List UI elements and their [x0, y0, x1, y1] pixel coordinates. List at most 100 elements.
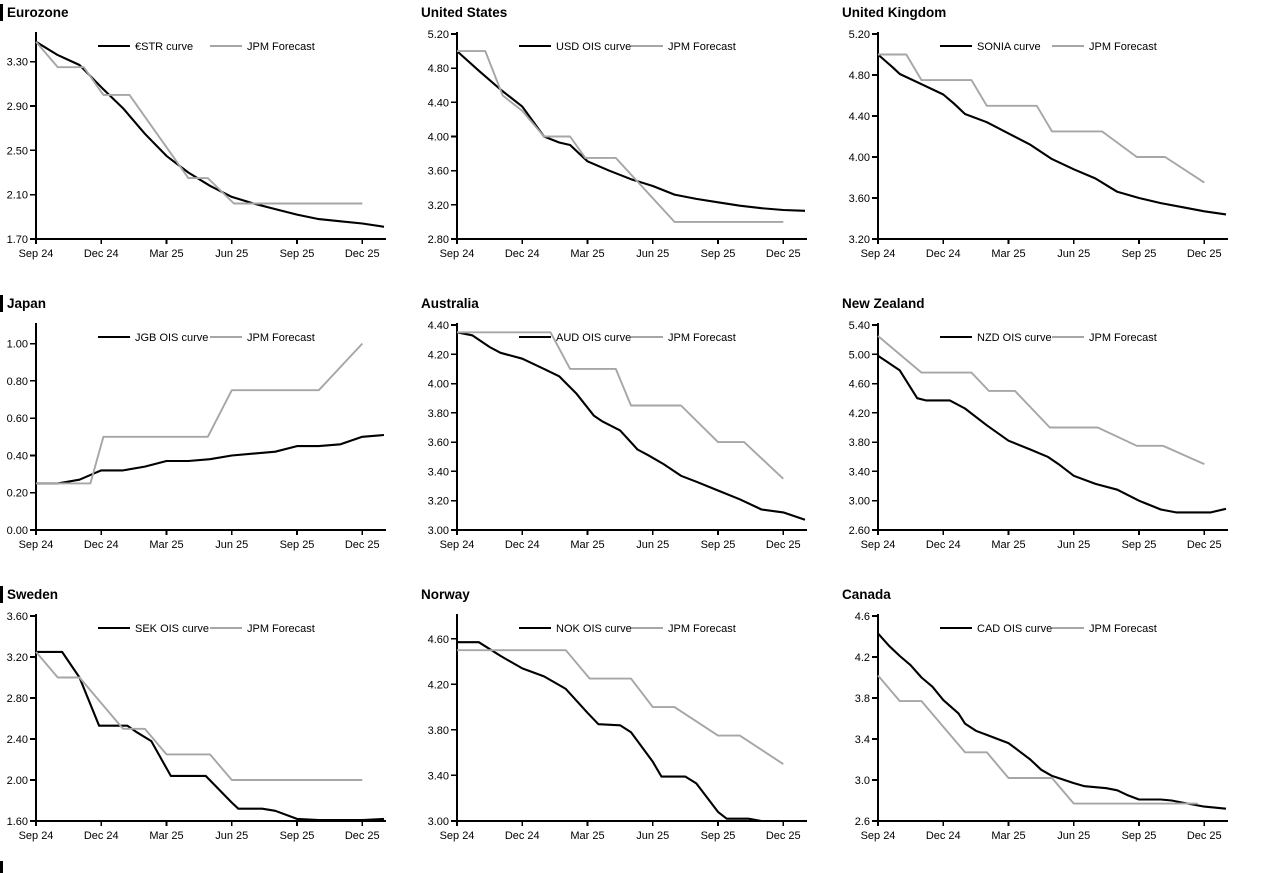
x-tick-label: Jun 25 — [215, 248, 248, 260]
chart-plot-new-zealand: 5.40 5.00 4.60 4.20 3.80 3.40 3.00 2.60 Sep 24 De… — [849, 320, 1228, 551]
chart-cell-eurozone: Eurozone 3.30 2.90 2.50 2.10 1.70 Sep 24 Dec 24… — [0, 0, 421, 291]
chart-title: New Zealand — [842, 295, 925, 311]
chart-title: United States — [421, 4, 508, 20]
series-line-jpm-forecast — [457, 50, 784, 223]
x-tick-label: Dec 24 — [926, 830, 961, 842]
x-tick-label: Dec 25 — [1187, 248, 1222, 260]
x-tick-label: Sep 25 — [701, 539, 736, 551]
chart-title: Sweden — [7, 586, 59, 602]
x-tick-label: Mar 25 — [149, 539, 183, 551]
legend-label: CAD OIS curve — [977, 623, 1052, 635]
x-tick-label: Sep 24 — [440, 830, 475, 842]
y-tick-label: 5.20 — [428, 29, 449, 41]
y-tick-label: 3.40 — [428, 770, 449, 782]
x-tick-label: Mar 25 — [991, 830, 1025, 842]
x-tick-label: Sep 25 — [1122, 539, 1157, 551]
y-tick-label: 3.60 — [428, 166, 449, 178]
x-tick-label: Sep 24 — [19, 248, 54, 260]
chart-cell-australia: Australia 4.40 4.20 4.00 3.80 3.60 3.40 3.20 3.0… — [421, 291, 842, 582]
x-tick-label: Mar 25 — [991, 539, 1025, 551]
chart-plot-australia: 4.40 4.20 4.00 3.80 3.60 3.40 3.20 3.00 Sep 24 De… — [428, 320, 807, 551]
series-line-sonia-curve — [877, 53, 1227, 216]
y-tick-label: 0.20 — [7, 488, 28, 500]
x-tick-label: Dec 24 — [505, 539, 540, 551]
y-tick-label: 5.40 — [849, 320, 870, 332]
y-tick-label: 0.40 — [7, 450, 28, 462]
series-line-jpm-forecast — [877, 674, 1198, 805]
y-tick-label: 3.80 — [428, 725, 449, 737]
y-tick-label: 2.90 — [7, 101, 28, 113]
y-tick-label: 1.00 — [7, 339, 28, 351]
y-tick-label: 3.80 — [428, 408, 449, 420]
y-tick-label: 3.60 — [428, 437, 449, 449]
y-tick-label: 5.00 — [849, 349, 870, 361]
section-marker-bar — [0, 3, 3, 21]
x-tick-label: Dec 25 — [1187, 539, 1222, 551]
legend-label: €STR curve — [135, 41, 193, 53]
chart-plot-sweden: 3.60 3.20 2.80 2.40 2.00 1.60 Sep 24 Dec 24 Mar … — [7, 611, 386, 842]
y-tick-label: 2.80 — [7, 693, 28, 705]
y-tick-label: 1.60 — [7, 816, 28, 828]
y-tick-label: 3.0 — [855, 775, 870, 787]
y-tick-label: 2.80 — [428, 234, 449, 246]
legend-label: JPM Forecast — [668, 41, 736, 53]
x-tick-label: Dec 25 — [345, 248, 380, 260]
y-tick-label: 4.2 — [855, 652, 870, 664]
chart-plot-eurozone: 3.30 2.90 2.50 2.10 1.70 Sep 24 Dec 24 Mar 25 Ju… — [7, 32, 386, 260]
y-tick-label: 4.40 — [428, 320, 449, 332]
y-tick-label: 3.30 — [7, 57, 28, 69]
chart-plot-canada: 4.6 4.2 3.8 3.4 3.0 2.6 Sep 24 Dec 24 Mar 25 Jun … — [855, 611, 1228, 842]
y-tick-label: 3.8 — [855, 693, 870, 705]
x-tick-label: Sep 24 — [440, 539, 475, 551]
x-tick-label: Dec 25 — [345, 830, 380, 842]
x-tick-label: Dec 25 — [1187, 830, 1222, 842]
series-line-jpm-forecast — [457, 649, 784, 765]
x-tick-label: Sep 25 — [701, 830, 736, 842]
x-tick-label: Dec 25 — [766, 830, 801, 842]
series-line-jpm-forecast — [35, 41, 363, 205]
x-tick-label: Jun 25 — [1057, 830, 1090, 842]
x-tick-label: Sep 24 — [861, 248, 896, 260]
y-tick-label: 4.60 — [428, 634, 449, 646]
x-tick-label: Jun 25 — [1057, 539, 1090, 551]
chart-title: Norway — [421, 586, 470, 602]
y-tick-label: 2.10 — [7, 190, 28, 202]
y-tick-label: 4.80 — [849, 70, 870, 82]
page-edge-marker — [0, 861, 3, 873]
legend-label: SONIA curve — [977, 41, 1041, 53]
x-tick-label: Jun 25 — [636, 539, 669, 551]
legend-label: JPM Forecast — [247, 332, 315, 344]
x-tick-label: Jun 25 — [636, 830, 669, 842]
series-line-aud-ois-curve — [456, 331, 806, 521]
legend-label: AUD OIS curve — [556, 332, 631, 344]
y-tick-label: 2.50 — [7, 145, 28, 157]
x-tick-label: Jun 25 — [215, 830, 248, 842]
chart-title-row: Canada — [842, 582, 1264, 606]
x-tick-label: Mar 25 — [149, 830, 183, 842]
y-tick-label: 3.20 — [428, 200, 449, 212]
legend-label: NOK OIS curve — [556, 623, 632, 635]
chart-plot-united-kingdom: 5.20 4.80 4.40 4.00 3.60 3.20 Sep 24 Dec 24 Mar … — [849, 29, 1228, 260]
y-tick-label: 4.00 — [428, 132, 449, 144]
x-tick-label: Sep 25 — [280, 539, 315, 551]
y-tick-label: 3.40 — [849, 466, 870, 478]
x-tick-label: Sep 24 — [19, 539, 54, 551]
legend-label: JPM Forecast — [1089, 332, 1157, 344]
x-tick-label: Jun 25 — [1057, 248, 1090, 260]
y-tick-label: 3.4 — [855, 734, 870, 746]
x-tick-label: Dec 24 — [926, 539, 961, 551]
y-tick-label: 4.20 — [428, 679, 449, 691]
y-tick-label: 4.20 — [428, 349, 449, 361]
x-tick-label: Mar 25 — [991, 248, 1025, 260]
chart-plot-united-states: 5.20 4.80 4.40 4.00 3.60 3.20 2.80 Sep 24 Dec 24… — [428, 29, 807, 260]
y-tick-label: 3.20 — [428, 496, 449, 508]
chart-cell-new-zealand: New Zealand 5.40 5.00 4.60 4.20 3.80 3.40 3.00 2… — [842, 291, 1264, 582]
chart-cell-canada: Canada 4.6 4.2 3.8 3.4 3.0 2.6 Sep 24 Dec 24 Mar … — [842, 582, 1264, 873]
y-tick-label: 4.6 — [855, 611, 870, 623]
legend-label: NZD OIS curve — [977, 332, 1052, 344]
x-tick-label: Sep 25 — [1122, 830, 1157, 842]
y-tick-label: 3.00 — [428, 816, 449, 828]
x-tick-label: Mar 25 — [570, 830, 604, 842]
series-line-usd-ois-curve — [456, 50, 806, 212]
